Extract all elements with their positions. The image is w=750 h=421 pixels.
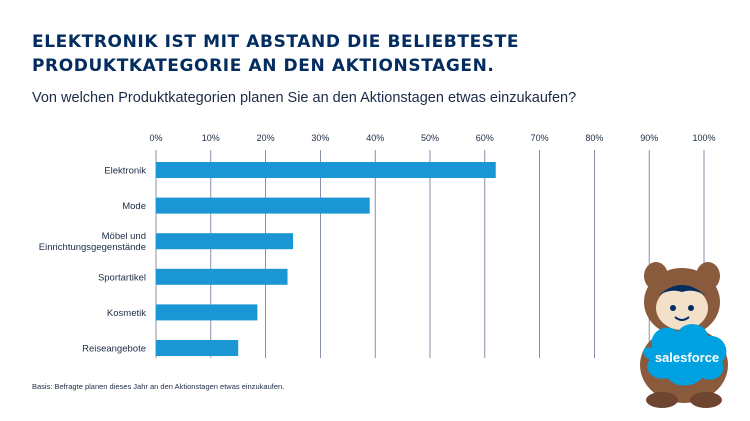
category-label: Mode: [122, 201, 146, 212]
mascot-smile: [674, 316, 690, 321]
bar: [156, 268, 288, 285]
mascot-foot-right: [690, 392, 722, 408]
bar-chart: 0% 10% 20% 30% 40% 50% 60% 70% 80% 90% 100% Elektr…: [39, 133, 716, 358]
x-tick-label: 0%: [149, 133, 162, 143]
x-tick-label: 60%: [476, 133, 494, 143]
footnote: Basis: Befragte planen dieses Jahr an de…: [32, 382, 285, 391]
category-label: Möbel und Einrichtungsgegenstände: [39, 231, 146, 253]
bar: [156, 162, 496, 178]
category-label: Sportartikel: [98, 272, 146, 283]
chart-title: ELEKTRONIK IST MIT ABSTAND DIE BELIEBTES…: [32, 32, 520, 76]
x-tick-label: 80%: [585, 133, 603, 143]
category-label: Reiseangebote: [82, 344, 146, 355]
mascot-foot-left: [646, 392, 678, 408]
x-axis-ticks: 0% 10% 20% 30% 40% 50% 60% 70% 80% 90% 100%: [149, 133, 715, 143]
bars: [156, 162, 496, 356]
bar: [156, 304, 258, 321]
bar: [156, 233, 293, 250]
bar: [156, 340, 239, 356]
mascot-face: [656, 286, 708, 330]
x-tick-label: 70%: [531, 133, 549, 143]
chart-subtitle: Von welchen Produktkategorien planen Sie…: [32, 90, 577, 106]
x-tick-label: 30%: [311, 133, 329, 143]
category-label: Elektronik: [104, 166, 146, 177]
mascot-eye-left: [670, 305, 676, 311]
category-label: Kosmetik: [107, 308, 146, 319]
salesforce-logo-text: salesforce: [655, 350, 719, 365]
x-tick-label: 20%: [257, 133, 275, 143]
mascot-eye-right: [688, 305, 694, 311]
salesforce-cloud: [643, 324, 727, 386]
bar: [156, 197, 370, 214]
x-tick-label: 40%: [366, 133, 384, 143]
y-axis-categories: Elektronik Mode Möbel und Einrichtungsgegen…: [39, 166, 146, 355]
gridlines: [155, 150, 705, 358]
x-tick-label: 10%: [202, 133, 220, 143]
astro-mascot-logo: salesforce: [640, 262, 728, 408]
mascot-hair: [658, 285, 706, 296]
x-tick-label: 90%: [640, 133, 658, 143]
x-tick-label: 100%: [692, 133, 715, 143]
x-tick-label: 50%: [421, 133, 439, 143]
